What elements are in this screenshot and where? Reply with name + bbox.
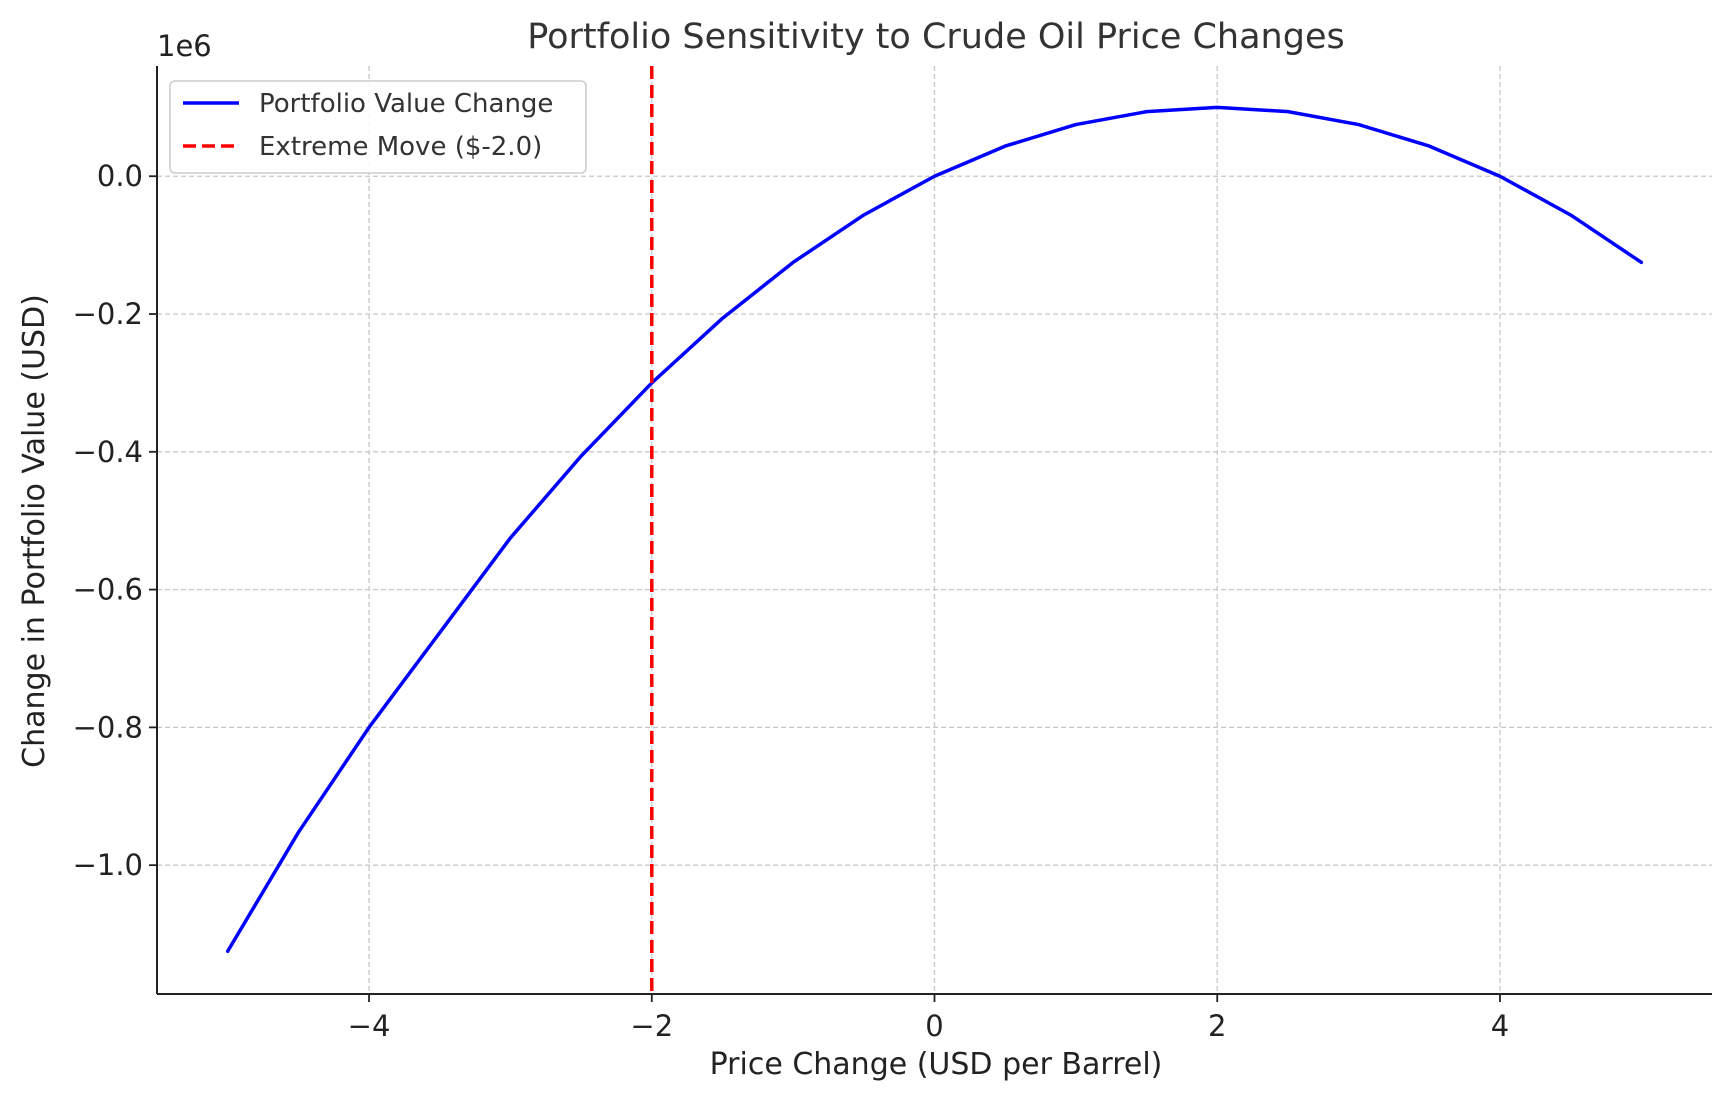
legend-label-portfolio: Portfolio Value Change bbox=[259, 89, 553, 119]
x-tick-label-1: −2 bbox=[630, 1009, 673, 1043]
series-line-portfolio-value-change bbox=[225, 105, 1644, 954]
legend: Portfolio Value Change Extreme Move ($-2… bbox=[169, 80, 587, 174]
legend-box bbox=[169, 80, 587, 174]
legend-label-extreme-move: Extreme Move ($-2.0) bbox=[259, 132, 542, 162]
y-tick-label-2: −0.4 bbox=[73, 435, 143, 469]
x-tick-label-4: 4 bbox=[1491, 1009, 1509, 1043]
grid-layer bbox=[157, 66, 1712, 994]
x-tick-label-3: 2 bbox=[1208, 1009, 1226, 1043]
series-layer bbox=[225, 66, 1644, 994]
y-tick-label-3: −0.6 bbox=[73, 573, 143, 607]
y-tick-label-0: 0.0 bbox=[97, 159, 143, 193]
y-tick-label-1: −0.2 bbox=[73, 297, 143, 331]
y-axis-label: Change in Portfolio Value (USD) bbox=[17, 294, 52, 768]
x-tick-label-2: 0 bbox=[925, 1009, 943, 1043]
x-tick-label-0: −4 bbox=[348, 1009, 391, 1043]
y-axis-offset-label: 1e6 bbox=[157, 29, 212, 63]
y-tick-label-4: −0.8 bbox=[73, 710, 143, 744]
chart-title: Portfolio Sensitivity to Crude Oil Price… bbox=[527, 17, 1344, 57]
x-axis-label: Price Change (USD per Barrel) bbox=[710, 1047, 1163, 1082]
axes-layer: −4 −2 0 2 4 0.0 −0.2 −0.4 −0.6 −0.8 −1.0 bbox=[73, 66, 1712, 1043]
y-tick-label-5: −1.0 bbox=[73, 848, 143, 882]
